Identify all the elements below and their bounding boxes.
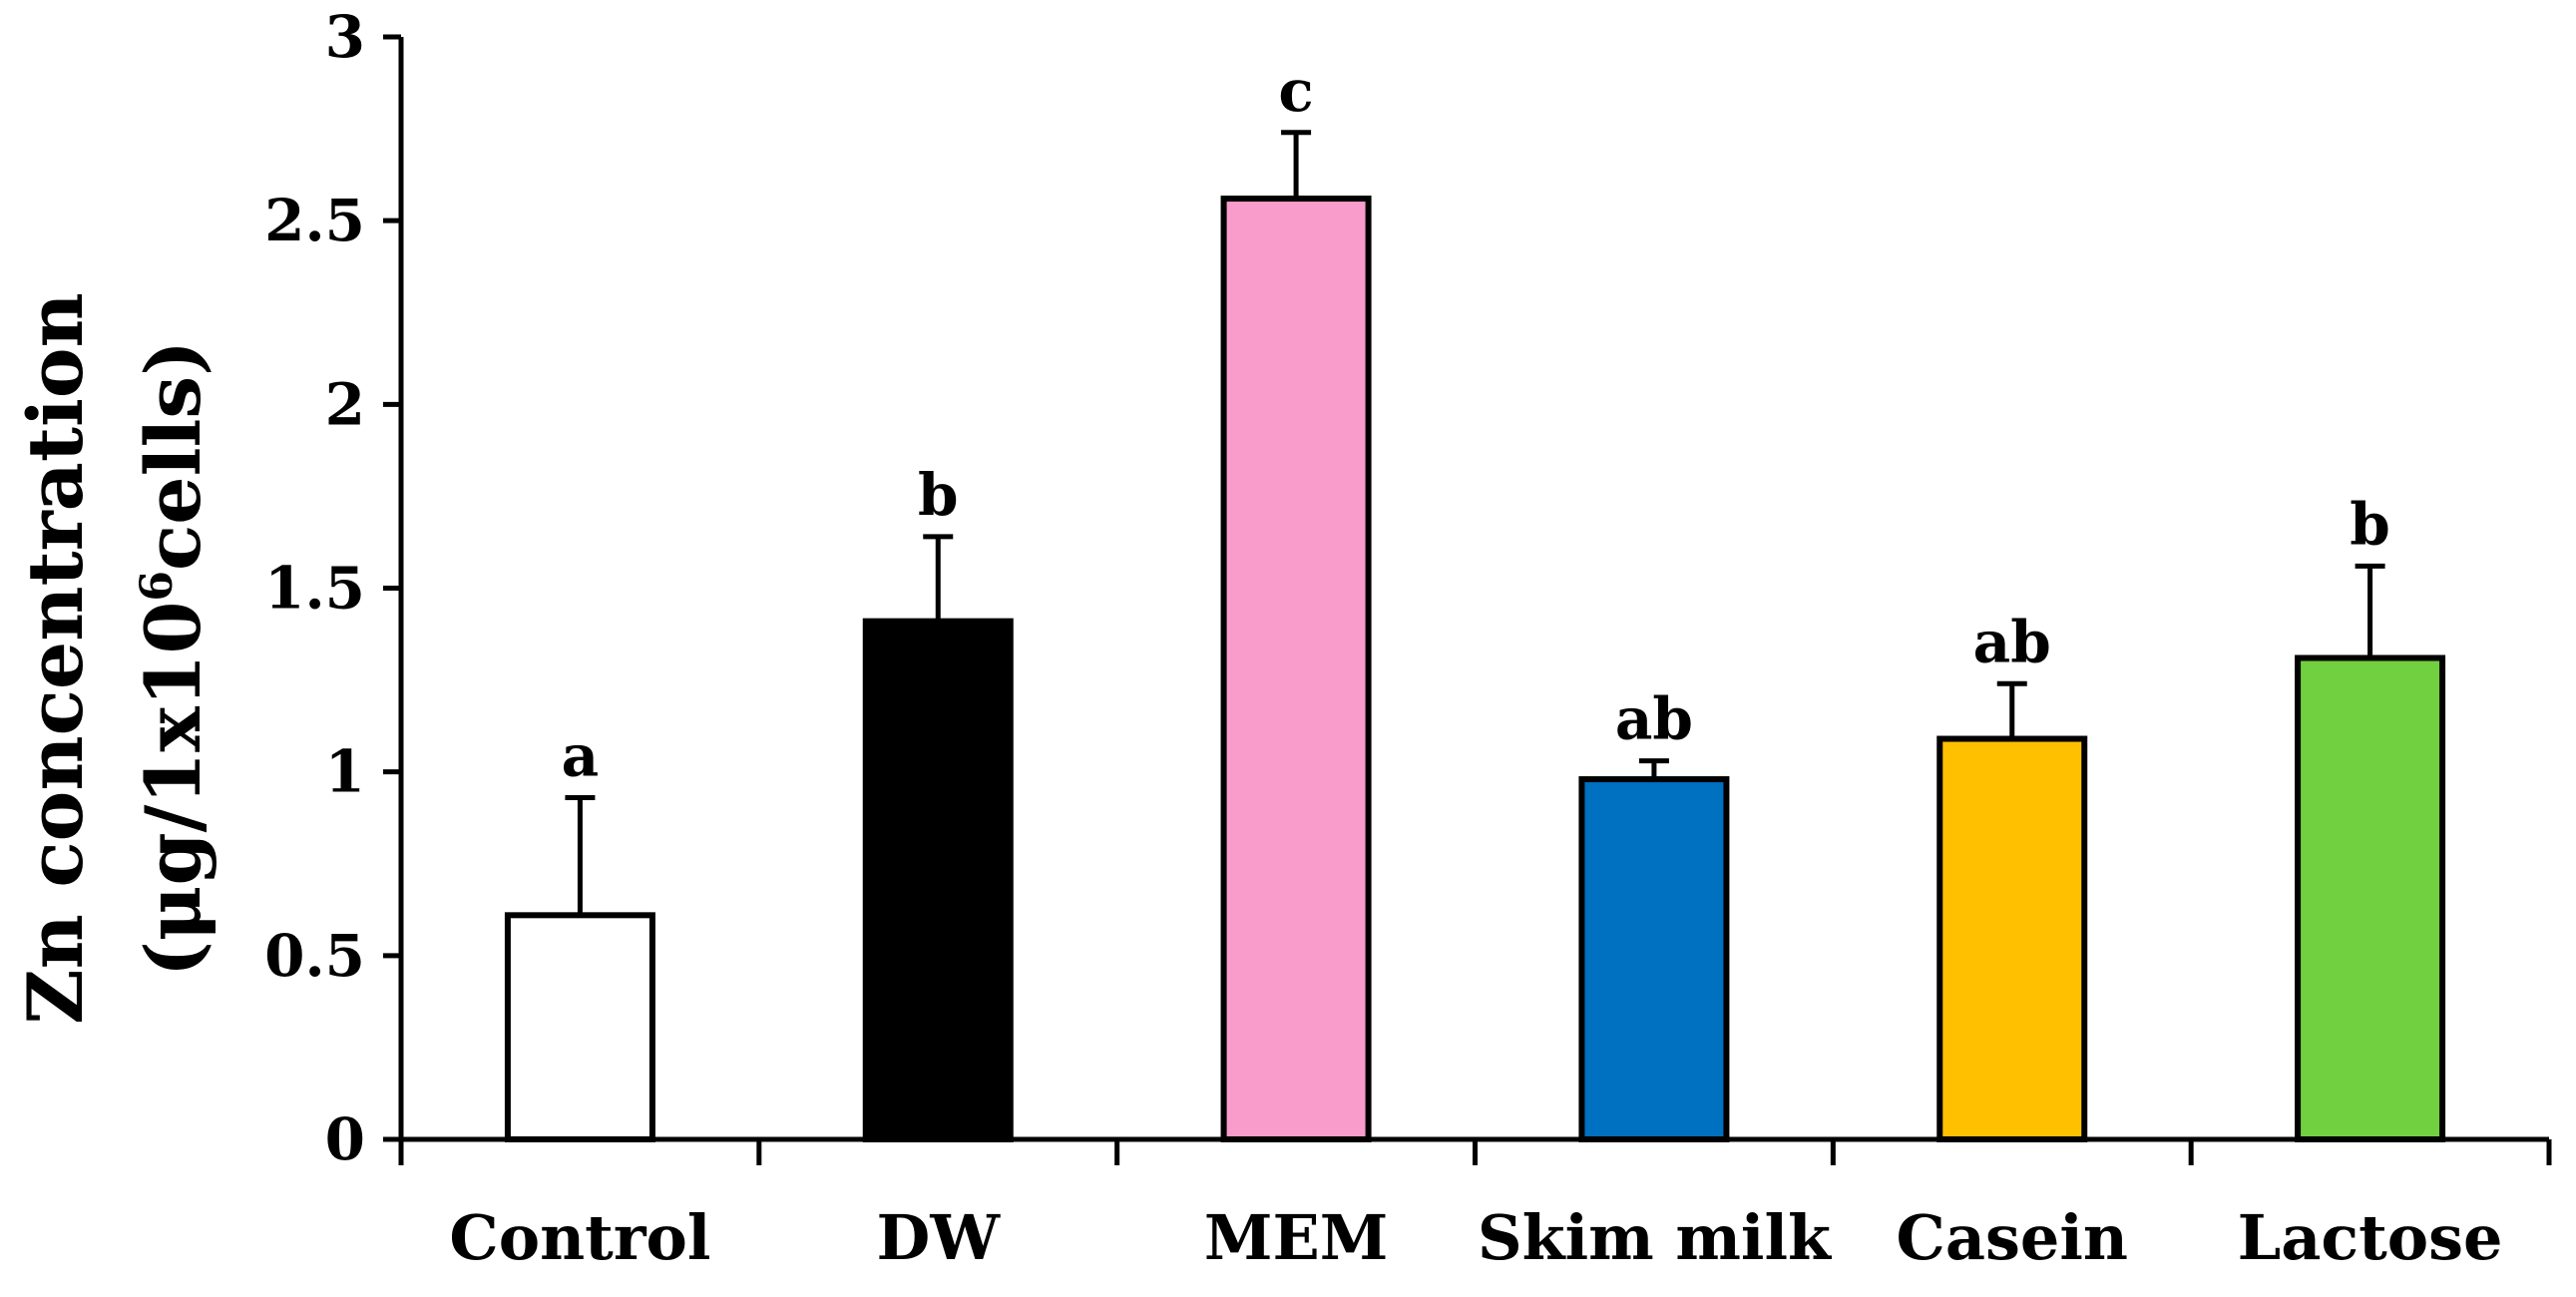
bar-casein (1936, 735, 2088, 1142)
x-tick-label: Lactose (2238, 1201, 2503, 1274)
y-tick-label: 2 (325, 370, 365, 438)
bar-control (504, 912, 655, 1142)
y-axis-title-unit-suffix: cells) (129, 340, 217, 571)
y-tick-label: 1.5 (264, 555, 365, 623)
y-tick-label: 1 (325, 738, 365, 806)
y-tick-label: 0 (325, 1105, 365, 1173)
significance-label: ab (1973, 608, 2051, 675)
significance-label: a (562, 721, 600, 789)
y-axis-title-exponent: 6 (132, 571, 183, 602)
x-tick-label: Control (449, 1201, 710, 1274)
significance-label: b (918, 461, 959, 529)
bar-lactose (2295, 654, 2446, 1142)
y-tick-label: 0.5 (264, 922, 365, 990)
significance-label: c (1278, 57, 1313, 125)
x-tick-label: Skim milk (1478, 1201, 1833, 1274)
x-tick-label: Casein (1897, 1201, 2129, 1274)
x-tick-label: DW (877, 1201, 1002, 1274)
bar-mem (1220, 196, 1372, 1143)
bar-dw (862, 618, 1014, 1142)
significance-label: ab (1615, 685, 1693, 753)
x-tick-label: MEM (1204, 1201, 1389, 1274)
y-tick-label: 3 (325, 3, 365, 71)
y-axis-title-unit-prefix: (μg/1x10 (129, 602, 217, 977)
bar-skim-milk (1578, 776, 1730, 1142)
significance-label: b (2350, 490, 2390, 558)
y-axis-title: Zn concentration (μg/1x106cells) (11, 292, 217, 1025)
y-axis-title-line2: (μg/1x106cells) (129, 340, 217, 977)
y-axis-title-line1: Zn concentration (11, 292, 100, 1025)
y-tick-label: 2.5 (264, 187, 365, 254)
